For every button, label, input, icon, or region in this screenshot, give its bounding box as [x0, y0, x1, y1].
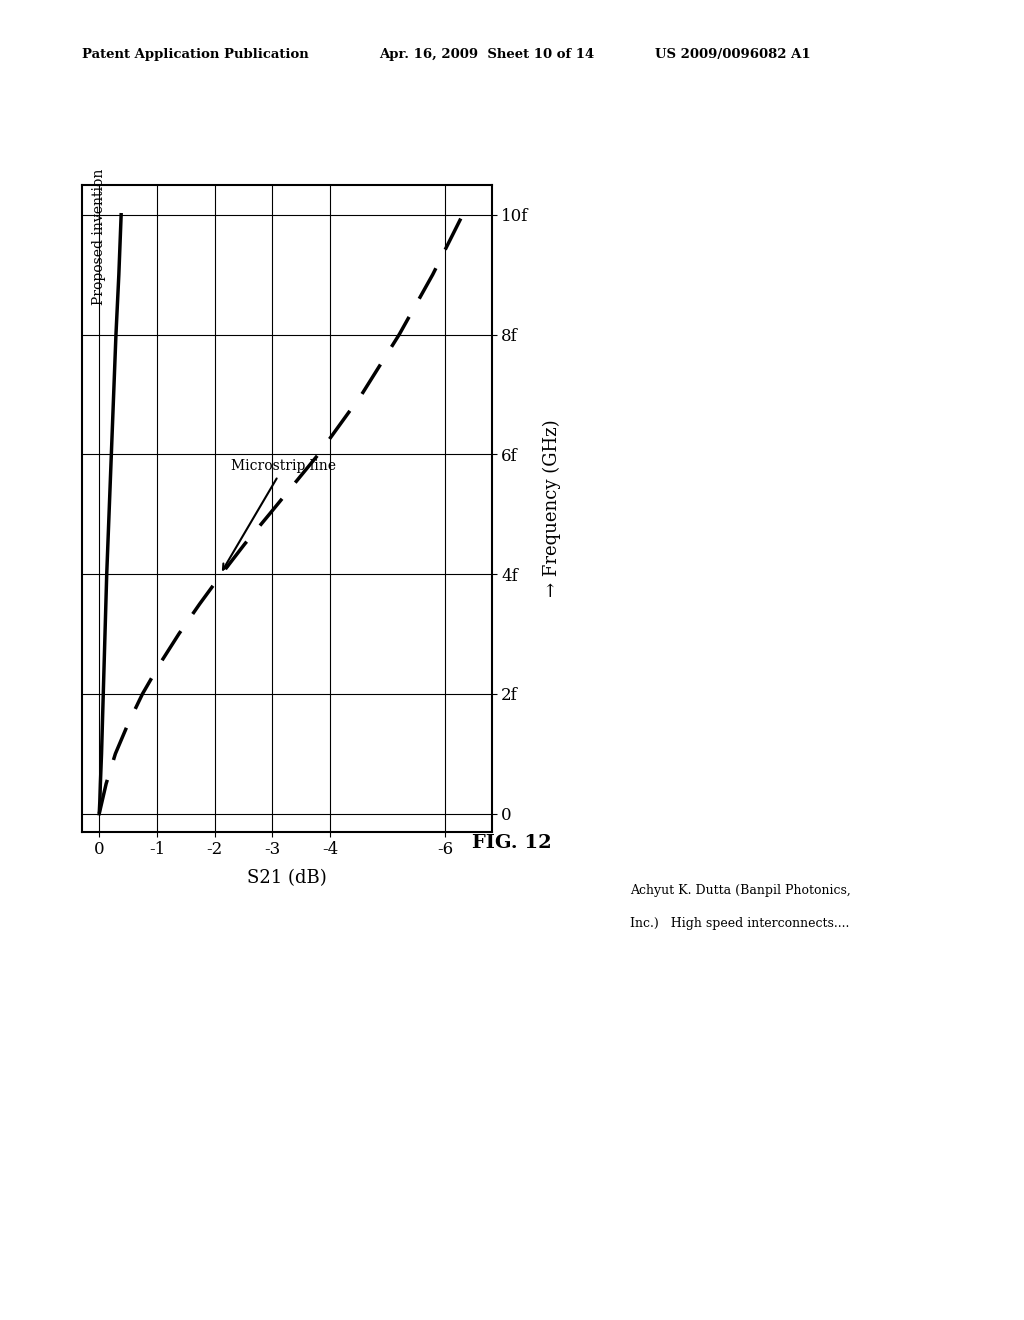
Text: Microstrip line: Microstrip line — [223, 459, 336, 570]
Y-axis label: → Frequency (GHz): → Frequency (GHz) — [543, 420, 561, 597]
Text: Proposed invention: Proposed invention — [92, 168, 106, 305]
Text: Inc.)   High speed interconnects....: Inc.) High speed interconnects.... — [630, 917, 849, 931]
Text: Patent Application Publication: Patent Application Publication — [82, 48, 308, 61]
Text: US 2009/0096082 A1: US 2009/0096082 A1 — [655, 48, 811, 61]
Text: Apr. 16, 2009  Sheet 10 of 14: Apr. 16, 2009 Sheet 10 of 14 — [379, 48, 594, 61]
Text: FIG. 12: FIG. 12 — [472, 834, 552, 853]
Text: Achyut K. Dutta (Banpil Photonics,: Achyut K. Dutta (Banpil Photonics, — [630, 884, 851, 898]
X-axis label: S21 (dB): S21 (dB) — [247, 870, 327, 887]
